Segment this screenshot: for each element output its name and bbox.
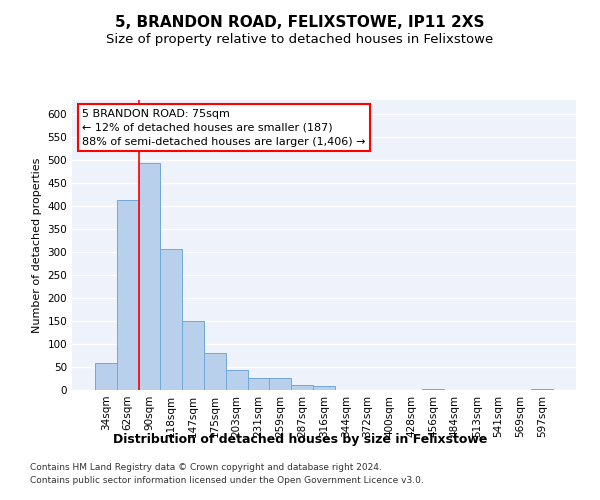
Text: Contains public sector information licensed under the Open Government Licence v3: Contains public sector information licen… — [30, 476, 424, 485]
Bar — [291, 386, 313, 390]
Text: Distribution of detached houses by size in Felixstowe: Distribution of detached houses by size … — [113, 432, 487, 446]
Text: Size of property relative to detached houses in Felixstowe: Size of property relative to detached ho… — [106, 32, 494, 46]
Bar — [248, 378, 269, 390]
Bar — [313, 386, 335, 390]
Bar — [226, 370, 248, 390]
Y-axis label: Number of detached properties: Number of detached properties — [32, 158, 42, 332]
Bar — [117, 200, 139, 390]
Bar — [422, 388, 444, 390]
Bar — [95, 364, 117, 390]
Bar — [531, 388, 553, 390]
Text: Contains HM Land Registry data © Crown copyright and database right 2024.: Contains HM Land Registry data © Crown c… — [30, 464, 382, 472]
Text: 5 BRANDON ROAD: 75sqm
← 12% of detached houses are smaller (187)
88% of semi-det: 5 BRANDON ROAD: 75sqm ← 12% of detached … — [82, 108, 365, 146]
Bar — [160, 249, 182, 390]
Text: 5, BRANDON ROAD, FELIXSTOWE, IP11 2XS: 5, BRANDON ROAD, FELIXSTOWE, IP11 2XS — [115, 15, 485, 30]
Bar — [182, 322, 204, 390]
Bar — [139, 162, 160, 390]
Bar — [269, 378, 291, 390]
Bar — [204, 352, 226, 390]
